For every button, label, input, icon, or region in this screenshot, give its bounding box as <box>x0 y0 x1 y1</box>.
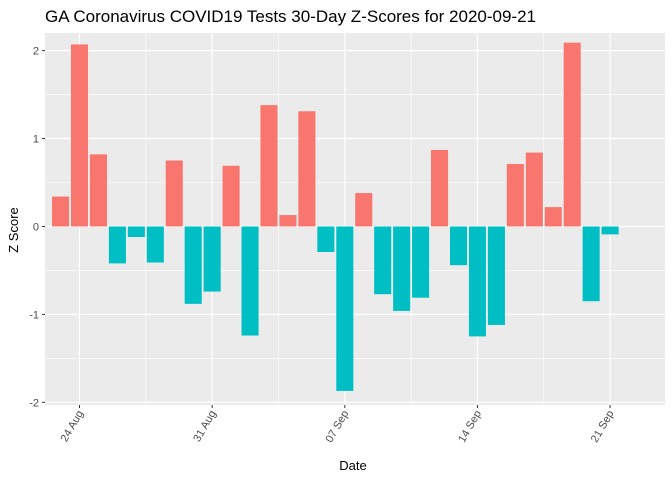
bar-2020-08-31 <box>203 226 221 292</box>
bar-2020-08-29 <box>165 160 183 227</box>
bar-2020-09-04 <box>279 215 297 227</box>
y-tick-label: -1 <box>29 309 39 321</box>
bar-2020-09-13 <box>449 226 468 266</box>
bar-2020-09-06 <box>317 226 335 252</box>
bar-2020-09-18 <box>544 207 562 227</box>
y-axis: -2 -1 0 1 2 <box>29 46 45 409</box>
bars <box>52 42 619 391</box>
bar-2020-09-02 <box>241 226 259 336</box>
bar-2020-09-21 <box>601 226 619 235</box>
y-tick-label: -2 <box>29 397 39 409</box>
bar-2020-09-08 <box>355 193 373 227</box>
bar-2020-09-20 <box>582 226 600 302</box>
bar-2020-08-26 <box>108 226 126 264</box>
bar-2020-09-15 <box>487 226 505 325</box>
bar-2020-09-07 <box>336 226 354 391</box>
x-tick-label: 21 Sep <box>589 409 617 445</box>
bar-2020-09-19 <box>563 42 581 227</box>
bar-2020-09-16 <box>506 164 524 227</box>
bar-2020-09-05 <box>298 111 316 227</box>
chart-title: GA Coronavirus COVID19 Tests 30-Day Z-Sc… <box>45 7 536 26</box>
bar-2020-09-14 <box>468 226 486 337</box>
bar-2020-08-28 <box>146 226 164 263</box>
bar-2020-08-30 <box>184 226 202 304</box>
bar-2020-09-03 <box>260 105 278 227</box>
bar-2020-09-09 <box>374 226 392 295</box>
bar-2020-09-10 <box>393 226 411 311</box>
bar-2020-09-17 <box>525 152 543 227</box>
x-tick-label: 24 Aug <box>59 409 87 445</box>
x-axis: 24 Aug 31 Aug 07 Sep 14 Sep 21 Sep <box>59 405 617 445</box>
x-tick-label: 31 Aug <box>191 409 219 445</box>
y-tick-label: 2 <box>33 46 39 58</box>
y-tick-label: 1 <box>33 134 39 146</box>
x-tick-label: 07 Sep <box>324 409 352 445</box>
bar-2020-08-24 <box>70 44 89 227</box>
bar-2020-09-01 <box>222 165 240 227</box>
y-axis-title: Z Score <box>6 207 21 253</box>
bar-2020-08-23 <box>52 196 70 227</box>
x-axis-title: Date <box>339 458 366 473</box>
bar-2020-09-11 <box>412 226 430 298</box>
bar-2020-09-12 <box>431 149 449 227</box>
bar-2020-08-27 <box>127 226 145 238</box>
y-tick-label: 0 <box>33 221 39 233</box>
x-tick-label: 14 Sep <box>456 409 484 445</box>
bar-2020-08-25 <box>89 154 107 227</box>
grid-minor <box>45 33 665 405</box>
